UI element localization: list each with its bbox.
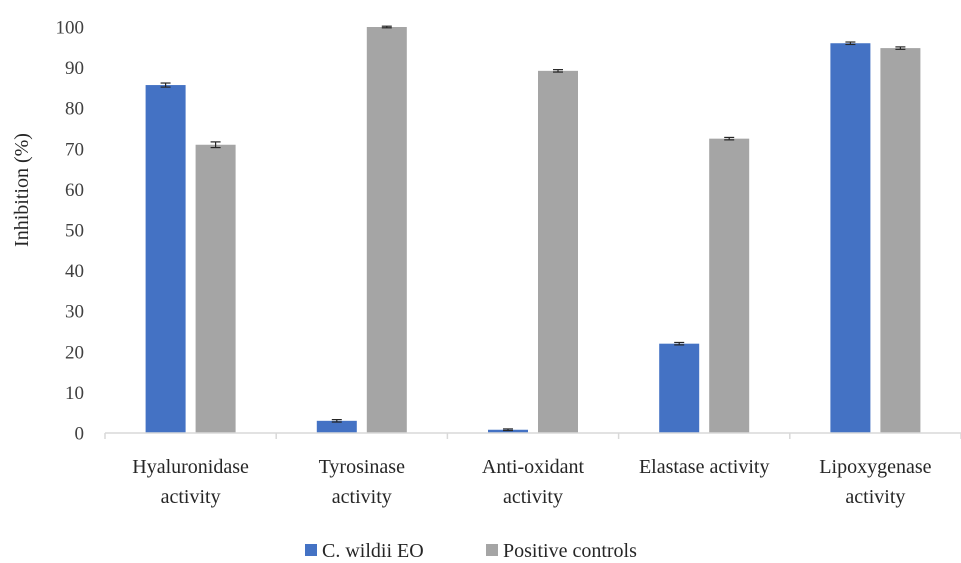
bar-positive-controls (880, 48, 921, 433)
legend-swatch (305, 544, 317, 556)
y-tick-label: 30 (65, 302, 84, 323)
x-category-label: Anti-oxidant (482, 456, 585, 478)
bar-c-wildii-eo (316, 420, 357, 433)
x-category-label: Tyrosinase (319, 456, 405, 478)
x-category-label: activity (503, 486, 563, 508)
x-category-label: Hyaluronidase (132, 456, 249, 478)
legend-swatch (486, 544, 498, 556)
y-tick-label: 70 (65, 139, 84, 160)
y-axis-title: Inhibition (%) (11, 133, 33, 247)
x-axis-ticks (104, 433, 961, 439)
y-tick-label: 90 (65, 58, 84, 79)
error-bars (160, 25, 906, 432)
bar-positive-controls (366, 27, 407, 433)
x-category-label: Elastase activity (639, 456, 770, 478)
bar-c-wildii-eo (488, 429, 528, 433)
bar-c-wildii-eo (659, 343, 700, 433)
y-axis-ticks: 0 10 20 30 40 50 60 70 80 90 100 (56, 18, 85, 445)
y-tick-label: 20 (65, 342, 84, 363)
y-tick-label: 60 (65, 180, 84, 201)
x-category-label: activity (161, 486, 221, 508)
y-tick-label: 40 (65, 261, 84, 282)
bar-c-wildii-eo (145, 85, 186, 434)
y-tick-label: 0 (75, 424, 85, 445)
bar-positive-controls (709, 138, 750, 433)
bars (145, 27, 921, 434)
x-category-label: activity (332, 486, 392, 508)
x-axis-labels: Hyaluronidase activity Tyrosinase activity A… (132, 456, 931, 508)
legend-label: Positive controls (503, 540, 637, 562)
legend: C. wildii EO Positive controls (305, 540, 637, 562)
bar-positive-controls (195, 144, 236, 434)
legend-label: C. wildii EO (322, 540, 424, 562)
y-tick-label: 100 (56, 18, 85, 39)
bar-positive-controls (538, 70, 578, 434)
bar-c-wildii-eo (830, 43, 871, 434)
y-tick-label: 50 (65, 221, 84, 242)
x-category-label: activity (845, 486, 905, 508)
y-tick-label: 80 (65, 99, 84, 120)
x-category-label: Lipoxygenase (819, 456, 931, 478)
y-tick-label: 10 (65, 383, 84, 404)
